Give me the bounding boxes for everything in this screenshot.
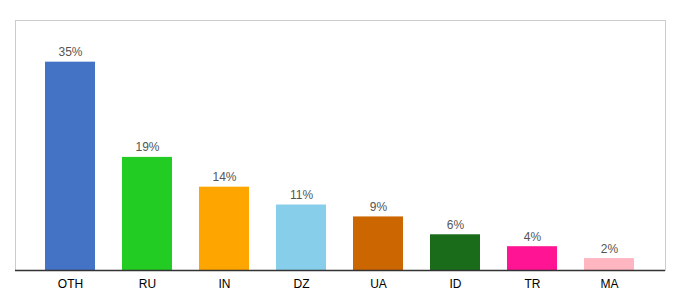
svg-text:MA: MA: [601, 277, 619, 291]
svg-text:9%: 9%: [370, 200, 388, 214]
svg-text:ID: ID: [450, 277, 462, 291]
svg-text:19%: 19%: [135, 140, 159, 154]
svg-text:2%: 2%: [601, 242, 619, 256]
svg-text:DZ: DZ: [294, 277, 310, 291]
svg-text:RU: RU: [139, 277, 156, 291]
svg-text:TR: TR: [525, 277, 541, 291]
svg-text:6%: 6%: [447, 218, 465, 232]
svg-text:OTH: OTH: [58, 277, 83, 291]
svg-text:UA: UA: [370, 277, 387, 291]
svg-text:4%: 4%: [524, 230, 542, 244]
svg-text:IN: IN: [219, 277, 231, 291]
svg-text:11%: 11%: [290, 188, 313, 202]
svg-text:35%: 35%: [58, 45, 82, 59]
svg-text:14%: 14%: [212, 170, 236, 184]
